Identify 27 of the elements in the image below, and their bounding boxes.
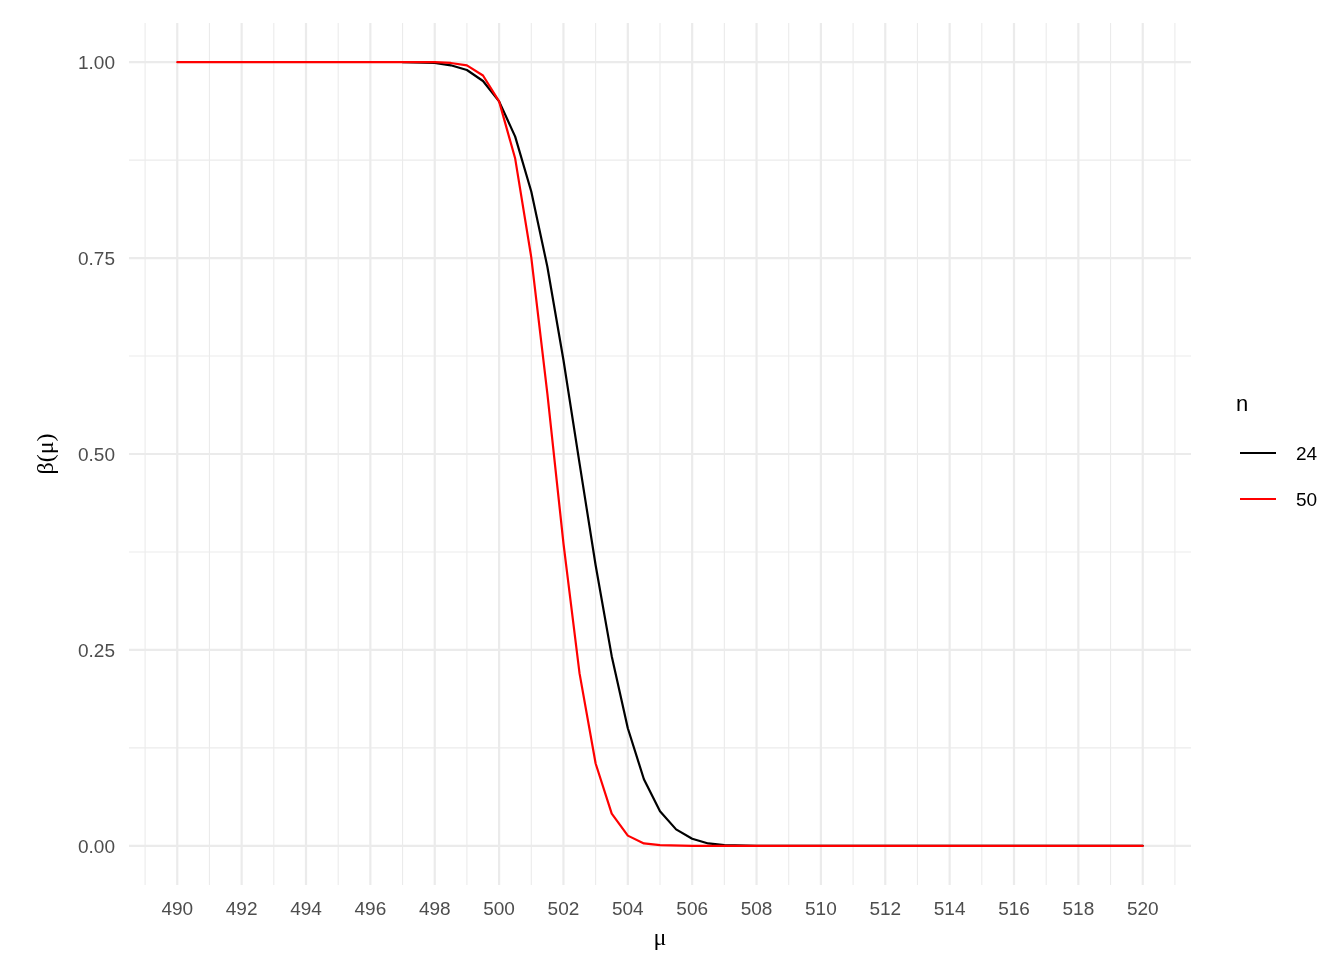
x-tick-label: 516 <box>998 898 1030 919</box>
legend-label: 50 <box>1296 489 1318 510</box>
y-tick-label: 1.00 <box>78 52 115 74</box>
x-tick-label: 514 <box>933 898 966 919</box>
x-tick-label: 490 <box>161 898 194 919</box>
x-tick-label: 502 <box>547 898 580 919</box>
x-tick-label: 508 <box>740 898 773 919</box>
x-tick-label: 492 <box>225 898 258 919</box>
x-tick-label: 504 <box>611 898 645 919</box>
x-tick-label: 500 <box>483 898 515 919</box>
x-tick-label: 518 <box>1062 898 1095 919</box>
legend-label: 24 <box>1296 443 1318 464</box>
y-axis-title: β(μ) <box>32 433 58 475</box>
legend-title: n <box>1236 391 1249 416</box>
y-tick-label: 0.75 <box>78 248 115 270</box>
x-axis-title: μ <box>653 924 667 950</box>
x-tick-label: 506 <box>676 898 709 919</box>
x-tick-label: 520 <box>1126 898 1159 919</box>
x-tick-label: 512 <box>869 898 902 919</box>
y-tick-label: 0.50 <box>78 444 115 465</box>
x-tick-label: 510 <box>805 898 837 919</box>
line-series <box>176 61 1144 847</box>
x-tick-label: 498 <box>418 898 451 919</box>
y-tick-label: 0.00 <box>78 835 115 857</box>
x-tick-label: 494 <box>290 898 323 919</box>
x-tick-label: 496 <box>354 898 387 919</box>
y-tick-label: 0.25 <box>78 639 115 661</box>
